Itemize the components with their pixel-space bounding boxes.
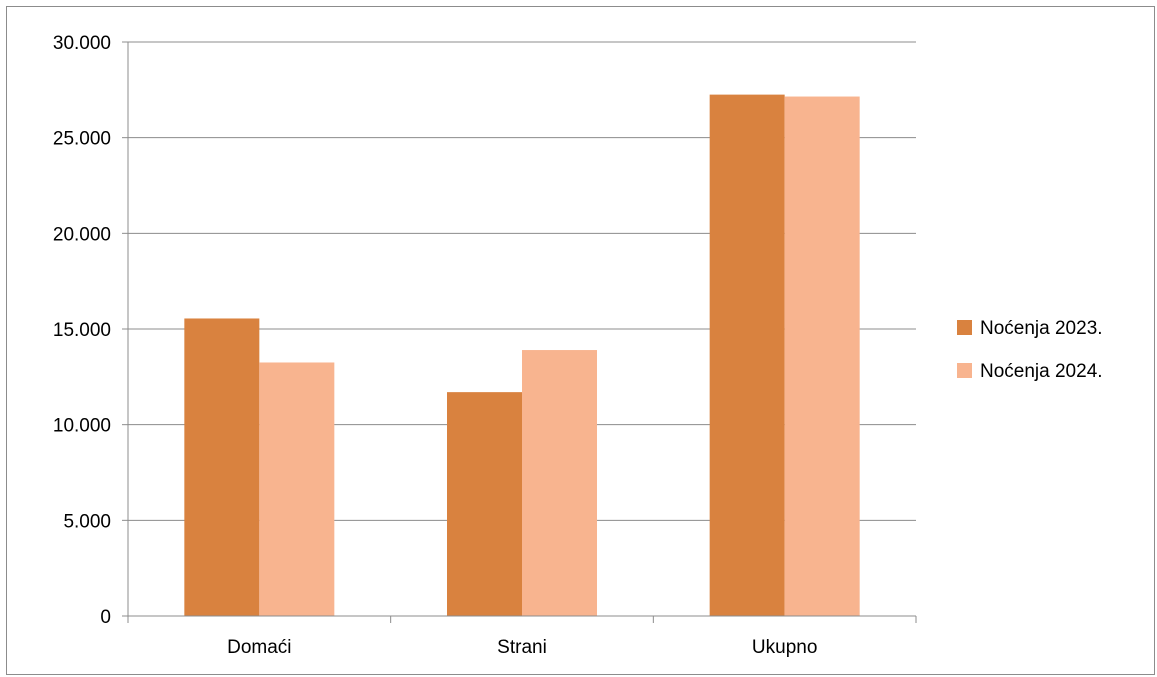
bar xyxy=(259,362,335,616)
bar xyxy=(184,318,260,616)
legend-label: Noćenja 2024. xyxy=(980,361,1103,382)
bar xyxy=(447,392,522,616)
y-tick-label: 5.000 xyxy=(63,511,111,532)
axes xyxy=(122,41,917,623)
y-tick-label: 30.000 xyxy=(53,33,111,54)
legend-label: Noćenja 2023. xyxy=(980,318,1103,339)
bar xyxy=(784,96,860,616)
x-tick-label: Ukupno xyxy=(752,637,818,658)
legend: Noćenja 2023. Noćenja 2024. xyxy=(957,318,1103,382)
legend-swatch xyxy=(957,363,972,378)
y-tick-label: 15.000 xyxy=(53,320,111,341)
x-tick-label: Strani xyxy=(497,637,547,658)
x-tick-label: Domaći xyxy=(227,637,291,658)
x-tick-labels: Domaći Strani Ukupno xyxy=(227,637,817,658)
y-tick-label: 20.000 xyxy=(53,224,111,245)
y-tick-label: 0 xyxy=(100,607,111,628)
bar xyxy=(522,350,597,616)
y-tick-label: 10.000 xyxy=(53,416,111,437)
legend-swatch xyxy=(957,320,972,335)
y-tick-label: 25.000 xyxy=(53,129,111,150)
y-tick-labels: 0 5.000 10.000 15.000 20.000 25.000 30.000 xyxy=(53,33,111,628)
bars xyxy=(184,94,860,616)
bar xyxy=(709,94,785,616)
